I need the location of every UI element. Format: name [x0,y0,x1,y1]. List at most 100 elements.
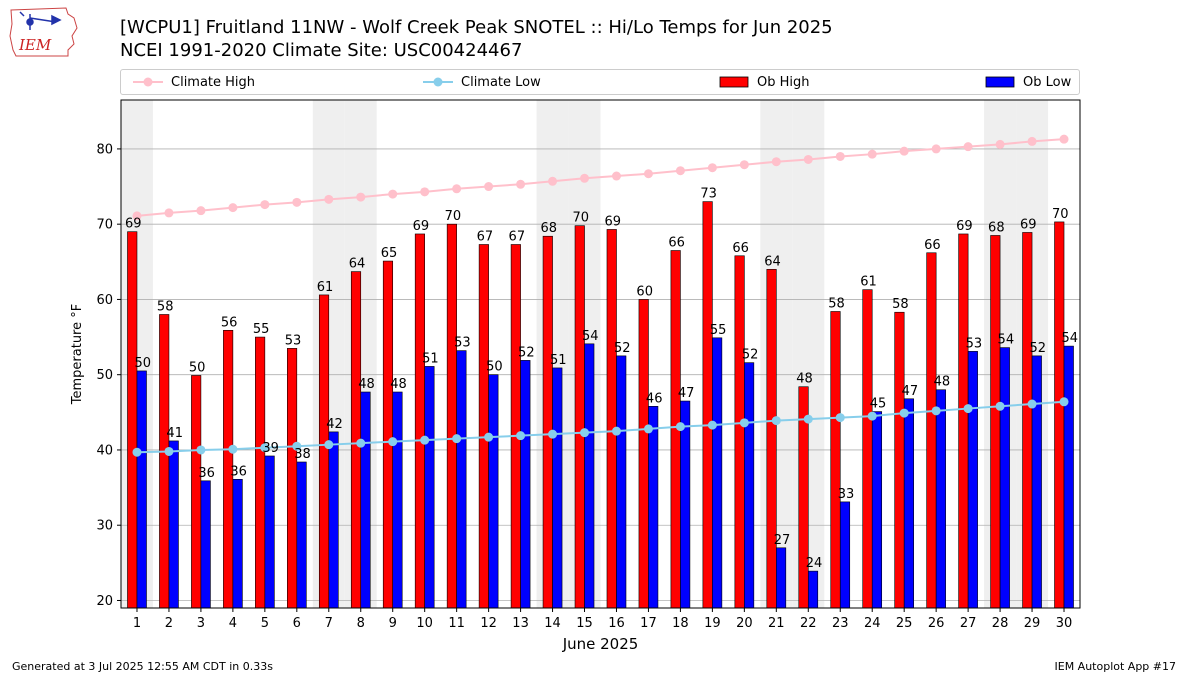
ob-low-bar [871,411,883,609]
climate-low-point [324,440,334,450]
ob-high-value-label: 61 [317,280,334,295]
climate-low-point [548,429,558,439]
ob-high-bar [510,244,521,609]
legend-label: Climate Low [461,74,541,90]
climate-low-point [707,420,717,430]
y-tick-label: 40 [96,443,113,458]
climate-low-point [1027,399,1037,409]
climate-high-point [899,146,909,156]
ob-low-bar [424,366,435,609]
ob-high-bar [478,244,489,609]
ob-high-value-label: 66 [668,236,685,251]
ob-low-bar [232,479,243,609]
ob-low-value-label: 52 [518,345,535,360]
climate-low-point [452,434,462,444]
climate-high-point [452,184,462,194]
climate-high-point [548,176,558,186]
ob-high-bar [926,252,937,609]
ob-low-value-label: 47 [902,384,919,399]
ob-high-value-label: 64 [349,257,366,272]
ob-low-value-label: 36 [230,464,247,479]
x-tick-label: 10 [416,616,433,631]
legend-climate-low: Climate Low [423,70,541,94]
x-tick-label: 14 [544,616,561,631]
ob-high-value-label: 68 [541,221,558,236]
ob-high-value-label: 48 [796,372,813,387]
ob-high-bar [766,269,777,609]
ob-low-bar [296,461,307,609]
ob-high-bar [702,201,713,609]
ob-high-bar [255,336,266,609]
weather-station-icon [19,11,62,30]
ob-low-value-label: 46 [646,391,663,406]
climate-high-point [739,160,749,170]
ob-low-bar [168,440,179,609]
climate-high-point [356,192,366,202]
ob-low-bar [616,355,627,609]
ob-low-value-label: 55 [710,323,727,338]
x-tick-label: 26 [928,616,945,631]
y-tick-label: 80 [96,142,113,157]
x-tick-label: 29 [1024,616,1041,631]
ob-low-value-label: 33 [838,487,855,502]
ob-high-bar [191,375,202,609]
x-tick-label: 30 [1056,616,1073,631]
climate-low-point [867,411,877,421]
ob-low-value-label: 27 [774,533,791,548]
ob-high-value-label: 65 [381,246,398,261]
ob-high-bar [734,255,745,609]
ob-high-value-label: 66 [732,241,749,256]
ob-high-value-label: 53 [285,333,302,348]
climate-high-point [1059,134,1069,144]
ob-high-value-label: 60 [636,284,653,299]
climate-high-point [292,197,302,207]
ob-low-bar [584,343,595,609]
ob-high-bar [127,231,138,609]
ob-low-bar [360,391,371,609]
x-tick-label: 3 [197,616,205,631]
climate-high-point [771,157,781,167]
ob-high-bar [606,229,617,609]
ob-high-value-label: 64 [764,254,781,269]
climate-low-line [136,400,1065,454]
ob-low-value-label: 51 [550,353,567,368]
ob-high-bar [990,235,1001,609]
y-tick-label: 30 [96,519,113,534]
climate-low-point [516,431,526,441]
y-axis-label: Temperature °F [70,304,85,405]
climate-high-point [835,151,845,161]
climate-high-point [388,189,398,199]
ob-low-bar [744,362,755,609]
ob-high-bar [1022,232,1033,609]
ob-high-bar [318,294,330,609]
x-tick-label: 25 [896,616,913,631]
ob-high-bar [958,233,969,609]
y-tick-label: 50 [96,368,113,383]
ob-high-bar [830,311,841,609]
ob-low-value-label: 41 [166,426,183,441]
x-axis-label: June 2025 [562,635,639,653]
x-tick-label: 5 [261,616,269,631]
y-tick-label: 60 [96,293,113,308]
climate-low-point [356,438,366,448]
climate-high-point [324,194,334,204]
climate-high-point [228,203,238,213]
climate-low-point [132,447,142,457]
climate-high-line [136,138,1065,217]
ob-low-bar [903,398,914,609]
y-tick-label: 20 [96,594,113,609]
ob-low-value-label: 39 [262,441,279,456]
climate-low-point [899,408,909,418]
ob-high-swatch-icon [719,76,749,88]
x-tick-label: 12 [480,616,497,631]
ob-low-value-label: 53 [966,336,983,351]
ob-high-value-label: 58 [828,296,845,311]
ob-high-bar [446,223,457,609]
climate-low-point [420,435,430,445]
ob-low-bar [456,350,467,609]
legend-climate-high: Climate High [133,70,255,94]
climate-low-point [260,443,270,453]
ob-low-bar [1063,345,1074,609]
ob-low-value-label: 45 [870,397,887,412]
ob-low-value-label: 36 [198,466,215,481]
